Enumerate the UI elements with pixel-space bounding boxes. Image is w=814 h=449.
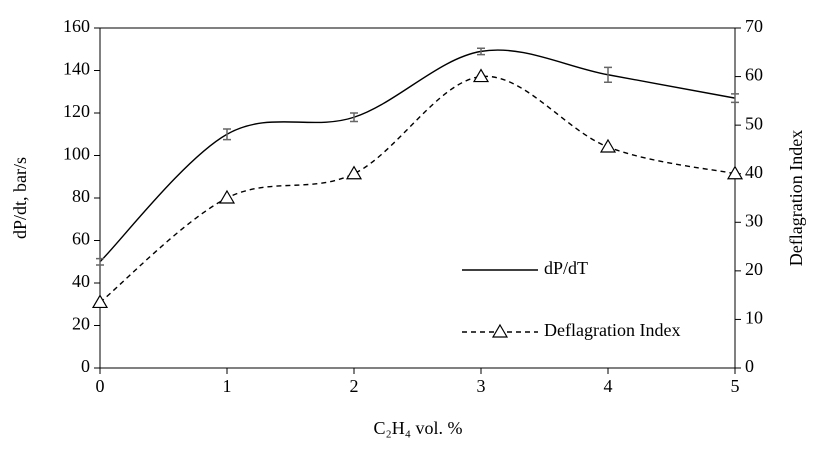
plot-frame — [99, 27, 736, 369]
y-tick-label: 20 — [72, 314, 90, 334]
error-bar — [96, 257, 104, 266]
y2-tick-label: 70 — [745, 16, 763, 36]
series-line — [99, 75, 736, 303]
error-bar — [223, 128, 231, 141]
x-tick-label: 5 — [731, 376, 740, 396]
legend-label: dP/dT — [544, 258, 588, 278]
legend-marker — [491, 323, 509, 338]
x-axis-label: C₂H₄ vol. % — [373, 418, 462, 438]
y-tick-label: 140 — [63, 59, 90, 79]
y-tick-label: 160 — [63, 16, 90, 36]
marker — [218, 189, 236, 204]
marker — [91, 294, 109, 309]
legend-label: Deflagration Index — [544, 320, 680, 340]
marker — [472, 68, 490, 83]
series-line — [99, 49, 736, 263]
y-tick-label: 0 — [81, 356, 90, 376]
y-axis-label: dP/dt, bar/s — [10, 157, 30, 239]
marker — [599, 138, 617, 153]
y2-tick-label: 60 — [745, 65, 763, 85]
y-tick-label: 100 — [63, 144, 90, 164]
marker — [345, 165, 363, 180]
x-tick-label: 4 — [604, 376, 613, 396]
x-tick-label: 1 — [223, 376, 232, 396]
error-bar — [604, 66, 612, 83]
y-tick-label: 40 — [72, 271, 90, 291]
y2-tick-label: 50 — [745, 113, 763, 133]
error-bar — [731, 93, 739, 104]
y2-tick-label: 10 — [745, 308, 763, 328]
y2-axis-label: Deflagration Index — [786, 130, 806, 266]
y2-tick-label: 40 — [745, 162, 763, 182]
y2-tick-label: 20 — [745, 259, 763, 279]
y-tick-label: 80 — [72, 186, 90, 206]
x-tick-label: 3 — [477, 376, 486, 396]
error-bar — [350, 112, 358, 123]
y-tick-label: 60 — [72, 229, 90, 249]
error-bar — [477, 47, 485, 56]
marker — [726, 165, 744, 180]
x-tick-label: 0 — [96, 376, 105, 396]
y2-tick-label: 30 — [745, 210, 763, 230]
y2-tick-label: 0 — [745, 356, 754, 376]
y-tick-label: 120 — [63, 101, 90, 121]
x-tick-label: 2 — [350, 376, 359, 396]
